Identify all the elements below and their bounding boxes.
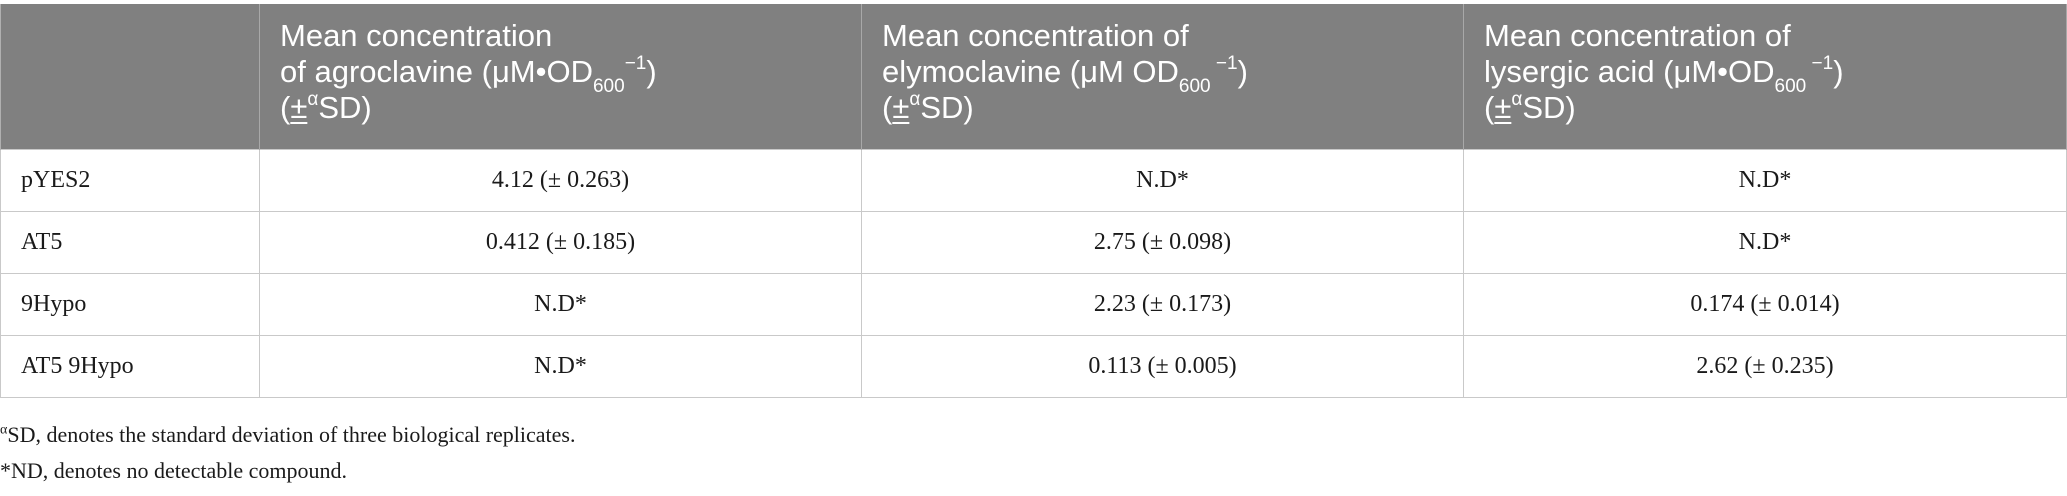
footnote-text: SD, denotes the standard deviation of th…: [7, 422, 576, 447]
header-subscript: 600: [1178, 76, 1211, 98]
plus-minus-symbol: ±: [1494, 90, 1512, 125]
table-cell: 4.12 (± 0.263): [259, 148, 862, 212]
row-label: pYES2: [0, 148, 260, 212]
table-cell: 2.75 (± 0.098): [861, 210, 1464, 274]
table-cell: N.D*: [861, 148, 1464, 212]
row-label: 9Hypo: [0, 272, 260, 336]
header-line-3: (±αSD): [882, 88, 974, 125]
table-header: Mean concentration of agroclavine (μM•OD…: [0, 4, 2067, 149]
table-cell: 2.23 (± 0.173): [861, 272, 1464, 336]
header-cell-agroclavine: Mean concentration of agroclavine (μM•OD…: [259, 4, 862, 149]
alpha-superscript: α: [1511, 88, 1523, 110]
header-text: SD): [920, 90, 974, 125]
header-line-2: of agroclavine (μM•OD600−1): [280, 52, 841, 97]
header-text: SD): [318, 90, 372, 125]
alpha-superscript: α: [909, 88, 921, 110]
header-cell-lysergic-acid: Mean concentration of lysergic acid (μM•…: [1463, 4, 2067, 149]
table-cell: N.D*: [1463, 210, 2067, 274]
header-subscript: 600: [1774, 76, 1807, 98]
header-text: ): [1833, 54, 1844, 89]
header-superscript: −1: [624, 52, 647, 74]
table-body: pYES2 4.12 (± 0.263) N.D* N.D* AT5 0.412…: [0, 148, 2067, 398]
header-text: of agroclavine (μM•OD: [280, 54, 593, 89]
table-row: pYES2 4.12 (± 0.263) N.D* N.D*: [0, 148, 2067, 212]
alpha-footnote-marker: α: [0, 422, 8, 438]
header-text: ): [1237, 54, 1248, 89]
alpha-superscript: α: [307, 88, 319, 110]
table-row: 9Hypo N.D* 2.23 (± 0.173) 0.174 (± 0.014…: [0, 272, 2067, 336]
table-cell: 0.113 (± 0.005): [861, 334, 1464, 398]
header-line-1: Mean concentration of: [1484, 18, 1791, 53]
plus-minus-symbol: ±: [290, 90, 308, 125]
header-text: lysergic acid (μM•OD: [1484, 54, 1775, 89]
footnote-alpha: αSD, denotes the standard deviation of t…: [0, 420, 576, 450]
plus-minus-symbol: ±: [892, 90, 910, 125]
header-line-1: Mean concentration: [280, 18, 553, 53]
table-wrapper: Mean concentration of agroclavine (μM•OD…: [0, 4, 2067, 398]
table-cell: N.D*: [259, 272, 862, 336]
header-line-1: Mean concentration of: [882, 18, 1189, 53]
table-footnotes: αSD, denotes the standard deviation of t…: [0, 420, 576, 492]
table-cell: 2.62 (± 0.235): [1463, 334, 2067, 398]
header-superscript: −1: [1210, 52, 1238, 74]
footnote-nd: *ND, denotes no detectable compound.: [0, 458, 348, 483]
row-label: AT5: [0, 210, 260, 274]
header-text: elymoclavine (μM OD: [882, 54, 1179, 89]
header-line-3: (±αSD): [1484, 88, 1576, 125]
table-cell: 0.412 (± 0.185): [259, 210, 862, 274]
header-text: ): [646, 54, 657, 89]
header-text: SD): [1522, 90, 1576, 125]
row-label: AT5 9Hypo: [0, 334, 260, 398]
table-row: AT5 9Hypo N.D* 0.113 (± 0.005) 2.62 (± 0…: [0, 334, 2067, 398]
header-line-2: elymoclavine (μM OD600 −1): [882, 52, 1443, 97]
table-cell: N.D*: [1463, 148, 2067, 212]
header-cell-elymoclavine: Mean concentration of elymoclavine (μM O…: [861, 4, 1464, 149]
header-line-3: (±αSD): [280, 88, 372, 125]
table-cell: N.D*: [259, 334, 862, 398]
header-row: Mean concentration of agroclavine (μM•OD…: [0, 4, 2067, 149]
header-superscript: −1: [1806, 52, 1834, 74]
table-row: AT5 0.412 (± 0.185) 2.75 (± 0.098) N.D*: [0, 210, 2067, 274]
header-cell-empty: [0, 4, 260, 149]
table-cell: 0.174 (± 0.014): [1463, 272, 2067, 336]
concentration-table: Mean concentration of agroclavine (μM•OD…: [0, 4, 2067, 398]
header-subscript: 600: [592, 76, 625, 98]
header-line-2: lysergic acid (μM•OD600 −1): [1484, 52, 2046, 97]
